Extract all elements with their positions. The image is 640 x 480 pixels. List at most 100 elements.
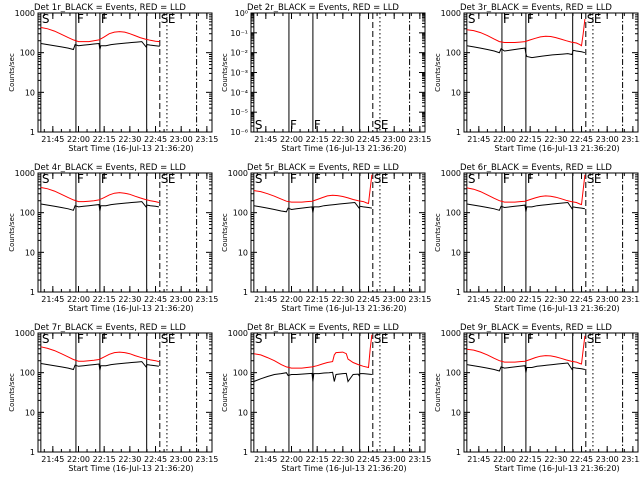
x-tick-label: 22:00	[280, 455, 303, 464]
x-tick-label: 23:00	[170, 295, 193, 304]
x-tick-label: 23:15	[408, 295, 431, 304]
y-axis-label: Counts/sec	[8, 213, 16, 252]
marker-label: F	[527, 172, 534, 186]
x-axis-label: Start Time (16-Jul-13 21:36:20)	[68, 304, 193, 313]
marker-label: S	[161, 172, 169, 186]
y-tick-label: 10	[238, 408, 248, 417]
panel-title: Det 1r_BLACK = Events, RED = LLD	[34, 3, 186, 13]
x-tick-label: 22:00	[280, 135, 303, 144]
x-tick-label: 22:15	[306, 455, 329, 464]
series-events-line	[40, 361, 159, 371]
x-tick-label: 22:30	[118, 135, 141, 144]
y-tick-label: 100	[20, 49, 35, 58]
panel-title: Det 2r_BLACK = Events, RED = LLD	[247, 3, 399, 13]
series-events-line	[40, 201, 159, 212]
y-tick-label: 100	[233, 369, 248, 378]
marker-label: F	[503, 12, 510, 26]
x-tick-label: 23:15	[408, 135, 431, 144]
x-tick-label: 22:30	[331, 135, 354, 144]
y-tick-label: 10	[451, 408, 461, 417]
marker-label: F	[290, 172, 297, 186]
y-tick-label: 10	[238, 248, 248, 257]
x-tick-label: 21:45	[254, 135, 277, 144]
marker-label: F	[101, 332, 108, 346]
x-tick-label: 22:00	[280, 295, 303, 304]
marker-label: S	[42, 332, 50, 346]
y-tick-label: 1	[456, 448, 461, 457]
panel-det-1r: Det 1r_BLACK = Events, RED = LLD 1 10 100 10…	[8, 3, 218, 153]
y-tick-label: 100	[446, 369, 461, 378]
marker-label: F	[77, 12, 84, 26]
marker-label: F	[77, 172, 84, 186]
marker-label: S	[587, 172, 595, 186]
marker-label: S	[468, 332, 476, 346]
panel-det-3r: Det 3r_BLACK = Events, RED = LLD 1 10 100 10…	[434, 3, 640, 153]
y-tick-label: 1000	[15, 9, 35, 18]
x-tick-label: 22:30	[331, 295, 354, 304]
y-tick-label: 1000	[441, 329, 461, 338]
x-tick-label: 21:45	[41, 135, 64, 144]
x-tick-label: 23:15	[195, 295, 218, 304]
x-tick-label: 22:30	[544, 455, 567, 464]
y-tick-label: 1000	[441, 9, 461, 18]
marker-label: S	[161, 12, 169, 26]
y-axis-label: Counts/sec	[434, 373, 442, 412]
x-tick-label: 22:00	[67, 135, 90, 144]
y-axis-label: Counts/sec	[434, 213, 442, 252]
marker-label: F	[503, 332, 510, 346]
panel-det-8r: Det 8r_BLACK = Events, RED = LLD 1 10 100 10…	[221, 323, 431, 473]
x-tick-label: 23:00	[170, 455, 193, 464]
x-tick-label: 23:00	[596, 295, 619, 304]
x-tick-label: 22:30	[118, 295, 141, 304]
x-tick-label: 22:15	[306, 135, 329, 144]
panel-det-2r: Det 2r_BLACK = Events, RED = LLD 10⁻⁶ 10⁻⁵…	[221, 3, 431, 153]
x-tick-label: 23:00	[596, 135, 619, 144]
plot-frame	[250, 12, 426, 133]
series-events-line	[253, 201, 372, 213]
y-axis-label: Counts/sec	[8, 373, 16, 412]
plot-frame	[37, 12, 213, 133]
marker-label: E	[381, 118, 389, 132]
x-tick-label: 22:45	[357, 455, 380, 464]
x-tick-label: 22:30	[544, 295, 567, 304]
marker-label: S	[255, 332, 263, 346]
x-tick-label: 22:15	[93, 295, 116, 304]
y-axis-label: Counts/sec	[8, 53, 16, 92]
series-events-line	[40, 41, 160, 51]
series-lld-line	[40, 346, 160, 363]
y-tick-label: 10⁻⁶	[230, 128, 248, 137]
x-tick-label: 21:45	[467, 455, 490, 464]
x-tick-label: 23:00	[383, 295, 406, 304]
x-tick-label: 22:15	[519, 455, 542, 464]
panel-det-4r: Det 4r_BLACK = Events, RED = LLD 1 10 100 10…	[8, 163, 218, 313]
series-lld-line	[466, 19, 586, 47]
x-axis-label: Start Time (16-Jul-13 21:36:20)	[494, 304, 619, 313]
x-tick-label: 21:45	[41, 455, 64, 464]
panel-title: Det 7r_BLACK = Events, RED = LLD	[34, 323, 186, 333]
y-tick-label: 10	[451, 248, 461, 257]
x-tick-label: 21:45	[254, 295, 277, 304]
y-tick-label: 10⁻³	[230, 69, 248, 78]
marker-label: F	[503, 172, 510, 186]
panel-title: Det 6r_BLACK = Events, RED = LLD	[460, 163, 612, 173]
x-tick-label: 22:00	[67, 455, 90, 464]
x-tick-label: 21:45	[254, 455, 277, 464]
marker-label: E	[594, 332, 602, 346]
x-tick-label: 22:45	[357, 295, 380, 304]
marker-label: F	[101, 12, 108, 26]
marker-label: S	[255, 118, 263, 132]
panel-title: Det 4r_BLACK = Events, RED = LLD	[34, 163, 186, 173]
x-tick-label: 22:45	[144, 295, 167, 304]
y-tick-label: 1	[243, 288, 248, 297]
plot-frame	[463, 332, 639, 453]
marker-label: F	[290, 332, 297, 346]
series-lld-line	[466, 174, 586, 206]
x-axis-label: Start Time (16-Jul-13 21:36:20)	[68, 464, 193, 473]
y-axis-ticks	[251, 172, 425, 293]
y-tick-label: 10⁻⁵	[230, 108, 248, 117]
y-tick-label: 1	[456, 128, 461, 137]
y-tick-label: 1	[243, 448, 248, 457]
x-tick-label: 21:45	[467, 295, 490, 304]
y-tick-label: 1	[456, 288, 461, 297]
